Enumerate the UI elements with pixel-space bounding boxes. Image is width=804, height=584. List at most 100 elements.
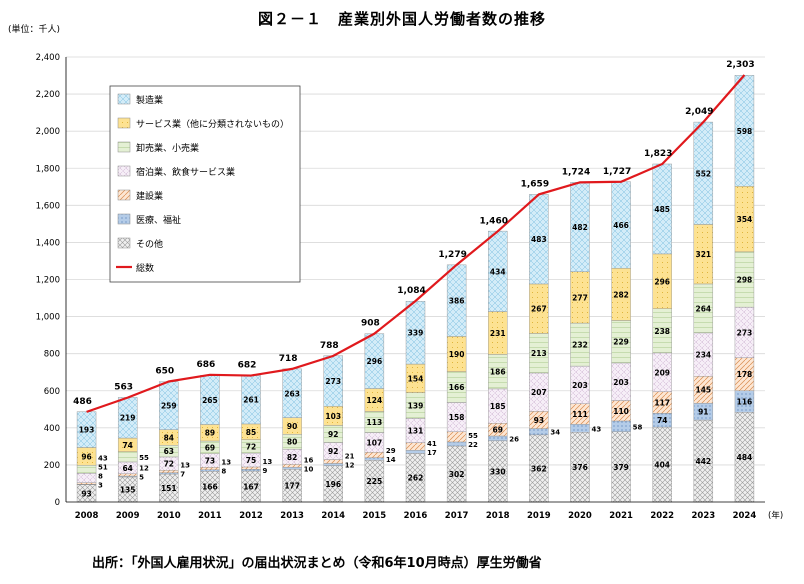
total-label: 718 bbox=[279, 354, 298, 364]
y-tick-label: 0 bbox=[55, 498, 60, 508]
legend-label: 医療、福祉 bbox=[136, 214, 181, 226]
x-tick-label: 2014 bbox=[321, 511, 345, 521]
x-tick-label: 2020 bbox=[568, 511, 592, 521]
x-tick-label: 2008 bbox=[75, 511, 99, 521]
segment-label: 93 bbox=[81, 489, 91, 498]
x-tick-label: 2022 bbox=[650, 511, 674, 521]
y-tick-label: 1,600 bbox=[36, 201, 60, 211]
legend-box bbox=[109, 85, 301, 283]
segment-label: 111 bbox=[572, 410, 588, 419]
bar-segment bbox=[117, 473, 138, 477]
segment-label: 92 bbox=[328, 430, 338, 439]
segment-label: 117 bbox=[654, 399, 670, 408]
segment-label: 90 bbox=[287, 422, 297, 431]
segment-label: 203 bbox=[572, 381, 588, 390]
bar-segment bbox=[200, 467, 220, 470]
segment-label: 267 bbox=[531, 305, 547, 314]
segment-label: 264 bbox=[695, 304, 711, 313]
legend-swatch bbox=[117, 189, 131, 201]
segment-label: 273 bbox=[737, 328, 753, 337]
segment-label: 96 bbox=[81, 452, 91, 461]
segment-label: 92 bbox=[328, 447, 338, 456]
segment-label: 43 bbox=[98, 454, 108, 462]
y-tick-label: 2,000 bbox=[36, 127, 60, 137]
bar-segment bbox=[364, 452, 385, 458]
segment-label: 166 bbox=[202, 483, 218, 492]
segment-label: 22 bbox=[468, 441, 478, 449]
segment-label: 5 bbox=[139, 474, 144, 482]
x-unit-label: (年) bbox=[768, 510, 783, 521]
bar-segment bbox=[405, 450, 426, 454]
y-tick-label: 1,400 bbox=[36, 238, 60, 248]
segment-label: 302 bbox=[449, 470, 465, 479]
segment-label: 43 bbox=[591, 425, 601, 433]
y-tick-label: 2,200 bbox=[36, 90, 60, 100]
x-tick-label: 2009 bbox=[116, 511, 140, 521]
segment-label: 13 bbox=[180, 461, 190, 469]
total-label: 1,279 bbox=[438, 250, 466, 260]
segment-label: 74 bbox=[122, 441, 132, 450]
segment-label: 110 bbox=[613, 407, 629, 416]
segment-label: 196 bbox=[325, 480, 341, 489]
data-labels-layer: 9338514396193135512645574219151713726384… bbox=[73, 60, 755, 498]
bar-segment bbox=[570, 424, 590, 433]
segment-label: 21 bbox=[345, 453, 355, 461]
segment-label: 73 bbox=[205, 457, 215, 466]
total-line bbox=[86, 74, 746, 413]
legend-swatch bbox=[117, 93, 131, 105]
total-label: 1,823 bbox=[644, 149, 672, 159]
segment-label: 13 bbox=[263, 458, 273, 466]
segment-label: 259 bbox=[161, 402, 177, 411]
segment-label: 207 bbox=[531, 388, 547, 397]
segment-label: 74 bbox=[657, 416, 667, 425]
x-tick-label: 2012 bbox=[239, 511, 263, 521]
segment-label: 3 bbox=[98, 481, 103, 489]
segment-label: 298 bbox=[737, 276, 753, 285]
segment-label: 93 bbox=[534, 416, 544, 425]
legend-swatch bbox=[117, 165, 131, 177]
x-tick-label: 2017 bbox=[445, 511, 469, 521]
chart-title: 図２－１ 産業別外国人労働者数の推移 bbox=[257, 10, 546, 28]
segment-label: 12 bbox=[345, 462, 355, 470]
bar-segment bbox=[488, 435, 508, 442]
legend-label: 建設業 bbox=[136, 190, 163, 202]
total-label: 1,460 bbox=[480, 216, 508, 226]
total-label: 563 bbox=[114, 383, 133, 393]
segment-label: 51 bbox=[98, 463, 108, 471]
segment-label: 434 bbox=[490, 267, 506, 276]
bar-segment bbox=[323, 459, 343, 464]
segment-label: 113 bbox=[367, 418, 383, 427]
y-tick-label: 1,200 bbox=[36, 276, 60, 286]
total-label: 788 bbox=[320, 341, 339, 351]
segment-label: 9 bbox=[263, 467, 268, 475]
x-tick-label: 2010 bbox=[157, 511, 181, 521]
segment-label: 185 bbox=[490, 402, 506, 411]
legend-label: その他 bbox=[136, 238, 163, 250]
total-label: 650 bbox=[155, 366, 174, 376]
segment-label: 80 bbox=[287, 438, 297, 447]
segment-label: 29 bbox=[386, 447, 396, 455]
segment-label: 34 bbox=[550, 429, 560, 437]
y-tick-label: 1,000 bbox=[36, 313, 60, 323]
segment-label: 386 bbox=[449, 297, 465, 306]
total-label: 1,659 bbox=[521, 179, 549, 189]
segment-label: 145 bbox=[695, 386, 711, 395]
segment-label: 261 bbox=[243, 396, 259, 405]
segment-label: 234 bbox=[695, 351, 711, 360]
segment-label: 190 bbox=[449, 350, 465, 359]
bar-segment bbox=[241, 469, 261, 472]
segment-label: 72 bbox=[246, 442, 256, 451]
segment-label: 69 bbox=[493, 426, 503, 435]
x-tick-label: 2013 bbox=[280, 511, 304, 521]
segment-label: 72 bbox=[164, 460, 174, 469]
unit-label: (単位：千人) bbox=[8, 25, 61, 35]
axis-layer: 0 200 400 600 800 1,000 1,200 1,400 1,600 1,800 2,… bbox=[36, 53, 783, 521]
bars-layer bbox=[76, 75, 755, 503]
segment-label: 262 bbox=[408, 474, 424, 483]
segment-label: 296 bbox=[367, 357, 383, 366]
segment-label: 485 bbox=[654, 205, 670, 214]
segment-label: 12 bbox=[139, 465, 149, 473]
segment-label: 339 bbox=[408, 329, 424, 338]
segment-label: 85 bbox=[246, 428, 256, 437]
